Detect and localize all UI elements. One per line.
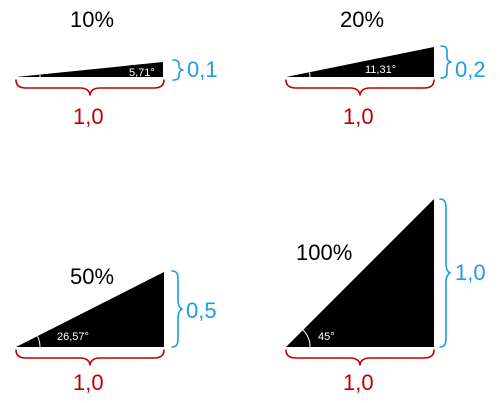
- percent-label: 50%: [70, 264, 114, 289]
- run-label: 1,0: [73, 104, 104, 129]
- rise-label: 0,2: [455, 57, 486, 82]
- run-brace: [15, 349, 165, 366]
- angle-label: 11,31°: [365, 64, 396, 76]
- rise-label: 0,1: [187, 57, 218, 82]
- rise-brace: [172, 59, 184, 81]
- rise-label: 0,5: [186, 298, 217, 323]
- run-label: 1,0: [73, 370, 104, 395]
- rise-brace: [439, 198, 451, 348]
- percent-label: 10%: [70, 7, 114, 32]
- slope-triangle: [16, 62, 163, 77]
- slope-panel-50: 26,57° 50% 1,0 0,5: [15, 264, 217, 395]
- slope-panel-100: 45° 100% 1,0 1,0: [285, 198, 486, 395]
- slope-triangle: [16, 272, 164, 347]
- run-brace: [15, 79, 165, 96]
- rise-label: 1,0: [455, 260, 486, 285]
- rise-brace: [440, 45, 452, 79]
- angle-label: 5,71°: [129, 67, 155, 79]
- percent-label: 100%: [296, 240, 352, 265]
- slope-panel-10: 5,71° 10% 1,0 0,1: [15, 7, 218, 129]
- slope-triangle: [286, 199, 434, 347]
- run-brace: [285, 349, 435, 366]
- rise-brace: [171, 270, 183, 348]
- angle-arc: [302, 329, 311, 348]
- percent-label: 20%: [340, 7, 384, 32]
- angle-label: 26,57°: [57, 331, 89, 343]
- run-label: 1,0: [343, 370, 374, 395]
- run-brace: [285, 79, 435, 96]
- angle-label: 45°: [318, 331, 335, 343]
- angle-arc: [309, 72, 311, 78]
- run-label: 1,0: [343, 104, 374, 129]
- slope-panel-20: 11,31° 20% 1,0 0,2: [285, 7, 486, 129]
- angle-arc: [37, 336, 41, 348]
- slope-triangle: [286, 47, 434, 77]
